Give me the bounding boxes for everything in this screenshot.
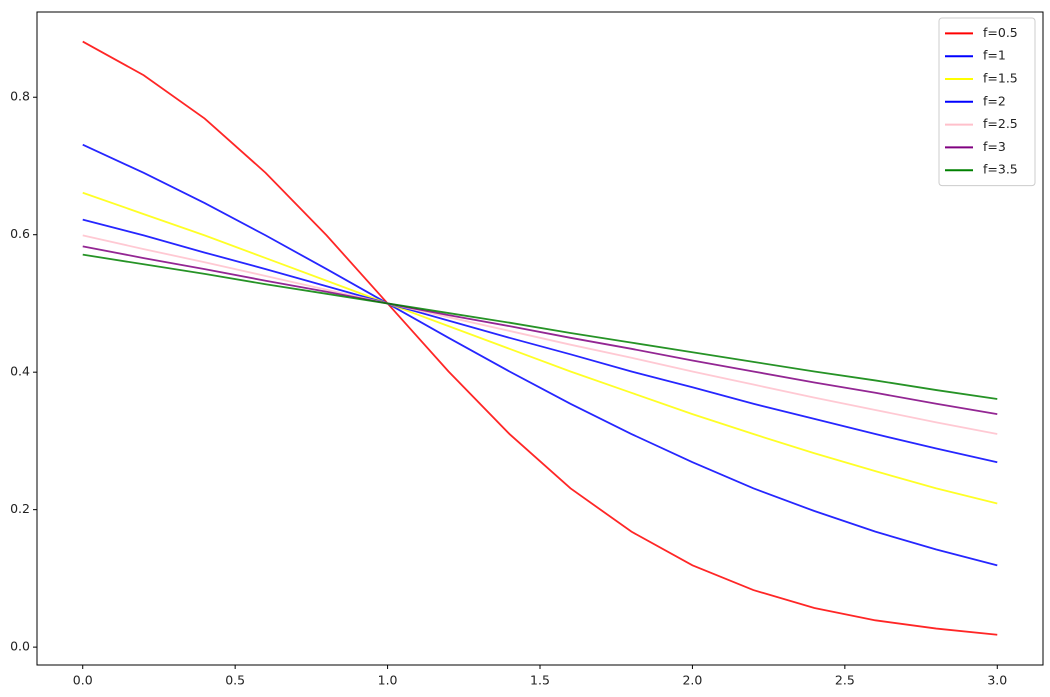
legend-label: f=3.5	[983, 162, 1018, 177]
legend-box	[938, 17, 1036, 187]
line-series	[82, 245, 998, 415]
x-tick-label: 1.0	[378, 673, 398, 688]
legend-label: f=0.5	[983, 25, 1018, 40]
x-tick-label: 2.5	[835, 673, 855, 688]
x-tick-label: 1.5	[530, 673, 550, 688]
line-series	[82, 143, 998, 567]
y-tick-label: 0.4	[10, 364, 30, 379]
y-tick-label: 0.0	[10, 639, 30, 654]
legend-label: f=1.5	[983, 71, 1018, 86]
legend-label: f=1	[983, 48, 1006, 63]
line-series	[82, 191, 998, 505]
y-tick-label: 0.2	[10, 501, 30, 516]
plot-frame	[36, 11, 1044, 666]
x-tick-label: 0.5	[225, 673, 245, 688]
line-series	[82, 234, 998, 435]
legend: f=0.5 f=1 f=1.5 f=2 f=2.5 f=3 f=3.5	[938, 17, 1036, 187]
y-tick-label: 0.8	[10, 89, 30, 104]
line-series	[82, 40, 998, 636]
legend-label: f=2.5	[983, 116, 1018, 131]
x-tick-label: 3.0	[987, 673, 1007, 688]
line-series	[82, 253, 998, 400]
line-series	[82, 218, 998, 464]
y-tick-label: 0.6	[10, 226, 30, 241]
x-tick-label: 0.0	[73, 673, 93, 688]
legend-label: f=3	[983, 139, 1006, 154]
x-tick-label: 2.0	[682, 673, 702, 688]
legend-label: f=2	[983, 93, 1006, 108]
